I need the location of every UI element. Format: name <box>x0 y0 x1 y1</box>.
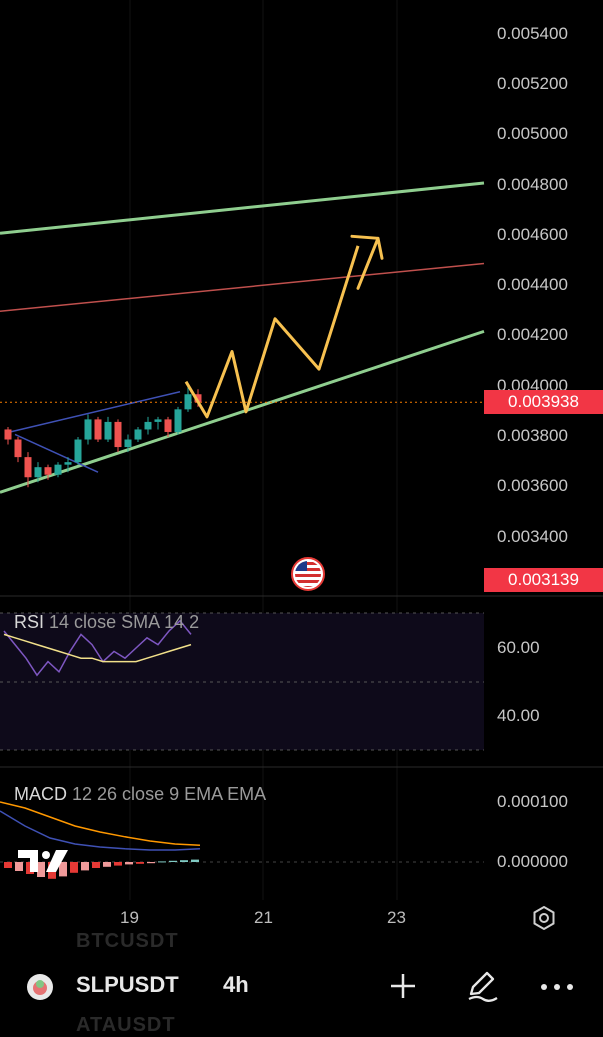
macd-histogram-bar <box>37 862 45 877</box>
tradingview-logo-icon <box>18 850 68 872</box>
rsi-level-40: 40.00 <box>497 706 540 725</box>
candle-body <box>44 467 52 475</box>
price-axis-label: 0.004400 <box>497 275 568 295</box>
symbol-logo-icon[interactable] <box>26 973 54 1001</box>
candle-body <box>124 439 132 448</box>
candle-body <box>54 464 62 475</box>
candle-body <box>84 419 92 440</box>
settings-gear-icon[interactable] <box>532 906 556 930</box>
macd-histogram-bar <box>103 862 111 867</box>
current-price-tag: 0.003938 <box>484 390 603 414</box>
candle-body <box>104 421 112 440</box>
candle-body <box>114 421 122 448</box>
price-axis-label: 0.005400 <box>497 23 568 43</box>
price-axis-label: 0.003800 <box>497 426 568 445</box>
rsi-label: RSI <box>14 612 45 632</box>
candle-body <box>184 394 192 410</box>
price-axis-label: 0.004200 <box>497 325 568 345</box>
macd-histogram-bar <box>147 862 155 864</box>
price-axis-label: 0.005200 <box>497 73 568 93</box>
macd-line <box>0 810 201 851</box>
rsi-params: 14 close SMA 14 2 <box>49 612 200 632</box>
draw-pen-icon[interactable] <box>465 968 499 1002</box>
macd-histogram-bar <box>92 862 100 868</box>
macd-params: 12 26 close 9 EMA EMA <box>72 784 267 804</box>
price-chart[interactable] <box>0 0 603 952</box>
more-options-icon[interactable] <box>540 982 574 992</box>
candle-body <box>94 419 102 440</box>
candle-body <box>174 409 182 432</box>
trendline-blue <box>9 391 181 433</box>
macd-level-0: 0.000000 <box>497 852 568 871</box>
macd-signal-line <box>0 801 201 846</box>
rsi-line <box>3 619 192 677</box>
x-label-19: 19 <box>120 908 139 927</box>
macd-label: MACD <box>14 784 67 804</box>
macd-histogram-bar <box>15 862 23 871</box>
ghost-symbol-below: ATAUSDT <box>76 1014 176 1036</box>
price-axis-label: 0.004800 <box>497 174 568 194</box>
ghost-symbol-above: BTCUSDT <box>76 930 179 952</box>
rsi-sma-line <box>3 633 192 663</box>
macd-histogram-bar <box>114 862 122 866</box>
macd-level-100: 0.000100 <box>497 792 568 811</box>
candle-body <box>164 419 172 432</box>
bottom-toolbar: BTCUSDT ATAUSDT <box>0 930 603 1036</box>
add-icon[interactable] <box>389 972 417 1000</box>
symbol-name[interactable]: SLPUSDT <box>76 972 179 997</box>
price-axis-label: 0.003600 <box>497 476 568 496</box>
macd-histogram-bar <box>180 860 188 862</box>
rsi-level-60: 60.00 <box>497 638 540 657</box>
channel-upper-line <box>0 181 485 235</box>
candle-body <box>14 439 22 458</box>
macd-histogram-bar <box>4 862 12 868</box>
timeframe-button[interactable]: 4h <box>223 972 249 997</box>
candle-body <box>154 419 162 422</box>
projection-path <box>184 245 360 419</box>
candle-body <box>144 421 152 430</box>
projection-arrowhead <box>350 234 384 290</box>
macd-histogram-bar <box>125 862 133 865</box>
rsi-title[interactable]: RSI 14 close SMA 14 2 <box>14 612 199 633</box>
macd-histogram-bar <box>59 862 67 877</box>
x-label-23: 23 <box>387 908 406 927</box>
price-axis-label: 0.005000 <box>497 124 568 144</box>
candle-body <box>74 439 82 463</box>
macd-title[interactable]: MACD 12 26 close 9 EMA EMA <box>14 784 266 805</box>
candle-body <box>134 429 142 440</box>
candle-body <box>64 462 72 465</box>
macd-histogram-bar <box>81 862 89 871</box>
candle-body <box>4 429 12 440</box>
candle-body <box>24 457 32 478</box>
macd-histogram-bar <box>136 862 144 864</box>
candle-body <box>34 467 42 478</box>
lower-price-tag: 0.003139 <box>484 568 603 592</box>
x-label-21: 21 <box>254 908 273 927</box>
price-axis-label: 0.004000 <box>497 375 568 395</box>
price-axis-label: 0.004600 <box>497 224 568 244</box>
price-axis-label: 0.003400 <box>497 526 568 546</box>
channel-lower-line <box>0 329 485 494</box>
us-flag-icon[interactable] <box>291 557 325 591</box>
macd-histogram-bar <box>191 859 199 862</box>
macd-histogram-bar <box>169 860 177 862</box>
macd-histogram-bar <box>158 861 166 863</box>
macd-histogram-bar <box>70 862 78 873</box>
candle-body <box>194 394 202 403</box>
channel-mid-line <box>0 262 485 312</box>
trendline-blue <box>14 433 99 473</box>
